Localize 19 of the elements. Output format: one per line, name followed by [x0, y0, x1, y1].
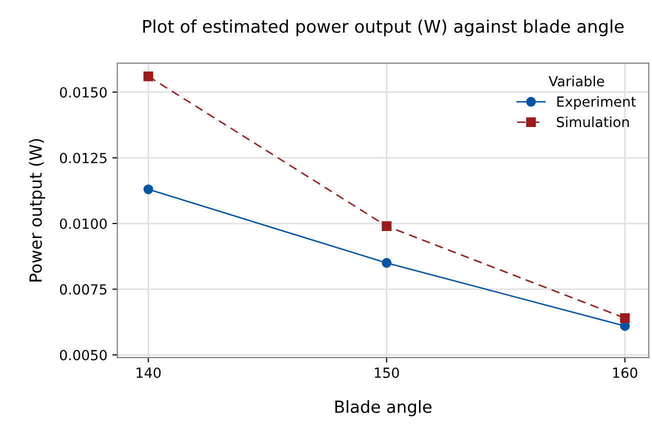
y-tick-label: 0.0050 — [60, 350, 107, 360]
point — [143, 184, 154, 194]
x-tick-label: 160 — [613, 367, 638, 378]
point — [143, 71, 154, 82]
y-axis-title: Power output (W) — [29, 139, 46, 282]
x-axis-title: Blade angle — [335, 400, 432, 416]
legend-label: Experiment — [557, 96, 636, 110]
point — [620, 313, 630, 323]
x-tick-label: 150 — [374, 367, 399, 378]
point — [382, 221, 392, 231]
chart-title: Plot of estimated power output (W) against blade angle — [143, 19, 624, 36]
y-tick-label: 0.0150 — [60, 87, 107, 98]
y-tick-label: 0.0100 — [60, 218, 107, 229]
y-tick-label: 0.0075 — [60, 284, 106, 295]
point — [382, 258, 392, 268]
y-tick-label: 0.0125 — [60, 152, 106, 164]
x-tick-label: 140 — [136, 367, 161, 378]
legend-title: Variable — [548, 76, 604, 86]
legend-label: Simulation — [556, 116, 629, 128]
